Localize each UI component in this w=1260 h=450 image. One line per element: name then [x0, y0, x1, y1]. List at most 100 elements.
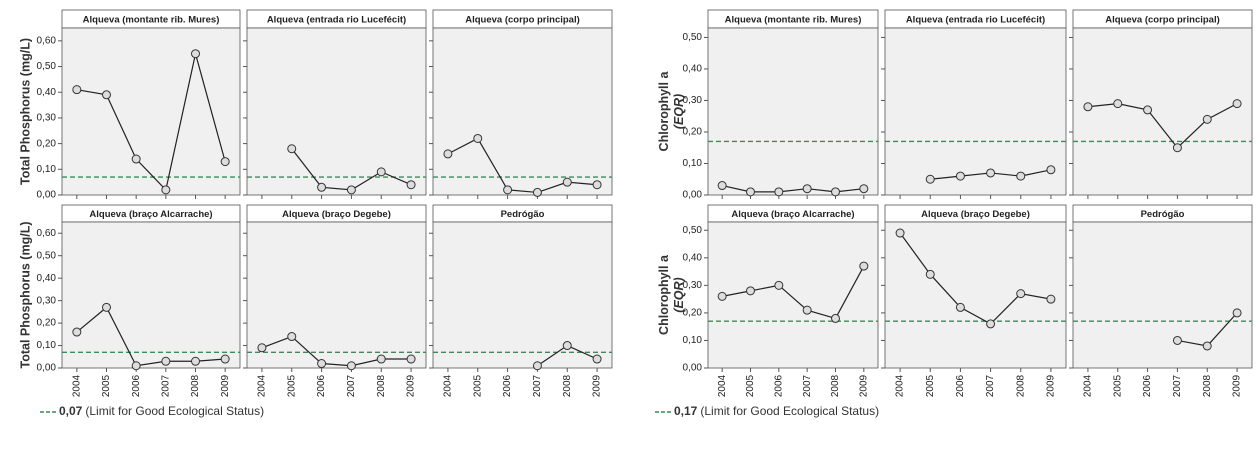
data-point — [1046, 294, 1056, 304]
y-tick-label: 0,20 — [683, 308, 703, 319]
y-tick-label: 0,30 — [37, 113, 57, 124]
x-tick-label: 2009 — [1046, 374, 1057, 397]
y-tick-label: 0,30 — [683, 280, 703, 291]
x-tick-label: 2006 — [131, 374, 142, 397]
y-tick-label: 0,20 — [37, 318, 57, 329]
data-point — [503, 185, 513, 195]
y-tick-label: 0,10 — [37, 340, 57, 351]
x-tick-label: 2006 — [773, 374, 784, 397]
x-tick-label: 2006 — [502, 374, 513, 397]
panel-title: Alqueva (montante rib. Mures) — [725, 15, 862, 26]
data-point — [72, 327, 82, 337]
plot-area — [707, 27, 879, 196]
data-point — [802, 305, 812, 315]
data-point — [131, 154, 141, 164]
panel-title: Pedrógão — [1141, 209, 1185, 220]
y-tick-label: 0,50 — [683, 225, 703, 236]
plot-area — [1072, 27, 1253, 196]
data-point — [102, 302, 111, 312]
x-tick-label: 2007 — [532, 374, 543, 397]
x-tick-label: 2007 — [160, 374, 171, 397]
x-tick-label: 2004 — [1083, 374, 1094, 397]
panel-title: Alqueva (braço Alcarrache) — [731, 209, 854, 220]
x-tick-label: 2007 — [985, 374, 996, 397]
data-point — [473, 133, 483, 143]
data-point — [161, 185, 171, 195]
data-point — [1172, 143, 1182, 153]
series-line — [899, 232, 1052, 325]
data-point — [257, 343, 267, 353]
data-point — [1172, 335, 1182, 345]
data-point — [986, 168, 996, 178]
y-tick-label: 0,00 — [683, 363, 703, 374]
series-line — [261, 335, 412, 367]
plot-area — [707, 221, 879, 369]
x-tick-label: 2008 — [1202, 374, 1213, 397]
y-tick-label: 0,60 — [37, 228, 57, 239]
data-point — [859, 184, 869, 194]
data-point — [859, 261, 869, 271]
y-tick-label: 0,00 — [37, 363, 57, 374]
data-point — [191, 49, 200, 59]
data-point — [986, 319, 996, 329]
data-point — [1046, 165, 1056, 175]
y-tick-label: 0,60 — [37, 35, 57, 46]
x-tick-label: 2008 — [190, 374, 201, 397]
x-tick-label: 2008 — [1015, 374, 1026, 397]
data-point — [1113, 99, 1123, 109]
series-line — [722, 184, 864, 193]
y-axis-label: (EQR) — [672, 277, 686, 312]
y-tick-label: 0,30 — [37, 295, 57, 306]
data-point — [287, 332, 297, 342]
x-tick-label: 2007 — [1172, 374, 1183, 397]
x-tick-label: 2004 — [71, 374, 82, 397]
data-point — [831, 313, 840, 323]
x-tick-label: 2008 — [562, 374, 573, 397]
x-tick-label: 2009 — [592, 374, 603, 397]
data-point — [317, 359, 327, 369]
data-point — [717, 181, 727, 191]
data-point — [532, 361, 542, 371]
data-point — [287, 144, 297, 154]
legend-note: (Limit for Good Ecological Status) — [700, 404, 879, 418]
y-tick-label: 0,40 — [37, 273, 57, 284]
data-point — [774, 280, 784, 290]
y-tick-label: 0,50 — [37, 61, 57, 72]
data-point — [346, 185, 356, 195]
y-axis-label: Chlorophyll a — [657, 254, 671, 335]
data-point — [955, 171, 965, 181]
data-point — [925, 174, 935, 184]
x-tick-label: 2004 — [443, 374, 454, 397]
legend-value: 0,17 — [674, 404, 698, 418]
data-point — [406, 354, 416, 364]
data-point — [1232, 99, 1242, 109]
data-point — [562, 341, 572, 351]
data-point — [1232, 308, 1242, 318]
plot-area — [61, 27, 241, 196]
plot-area — [432, 27, 613, 196]
data-point — [443, 149, 453, 159]
panel-title: Pedrógão — [501, 209, 545, 220]
legend-value: 0,07 — [59, 404, 83, 418]
plot-area — [1072, 221, 1253, 369]
x-tick-label: 2005 — [101, 374, 112, 397]
x-tick-label: 2005 — [745, 374, 756, 397]
y-tick-label: 0,50 — [37, 250, 57, 261]
data-point — [925, 269, 935, 279]
panel-title: Alqueva (braço Degebe) — [282, 209, 391, 220]
x-tick-label: 2006 — [316, 374, 327, 397]
panel-title: Alqueva (entrada rio Lucefécit) — [267, 15, 406, 26]
panel-title: Alqueva (entrada rio Lucefécit) — [906, 15, 1045, 26]
data-point — [317, 182, 327, 192]
data-point — [220, 354, 230, 364]
data-point — [1202, 341, 1212, 351]
x-tick-label: 2008 — [376, 374, 387, 397]
x-tick-label: 2009 — [406, 374, 417, 397]
y-axis-label: Chlorophyll a — [657, 71, 671, 152]
data-point — [1202, 114, 1212, 124]
panel-title: Alqueva (braço Alcarrache) — [89, 209, 212, 220]
y-axis-label: Total Phosphorus (mg/L) — [18, 38, 32, 185]
plot-area — [61, 221, 241, 369]
y-tick-label: 0,20 — [37, 138, 57, 149]
data-point — [1143, 105, 1153, 115]
